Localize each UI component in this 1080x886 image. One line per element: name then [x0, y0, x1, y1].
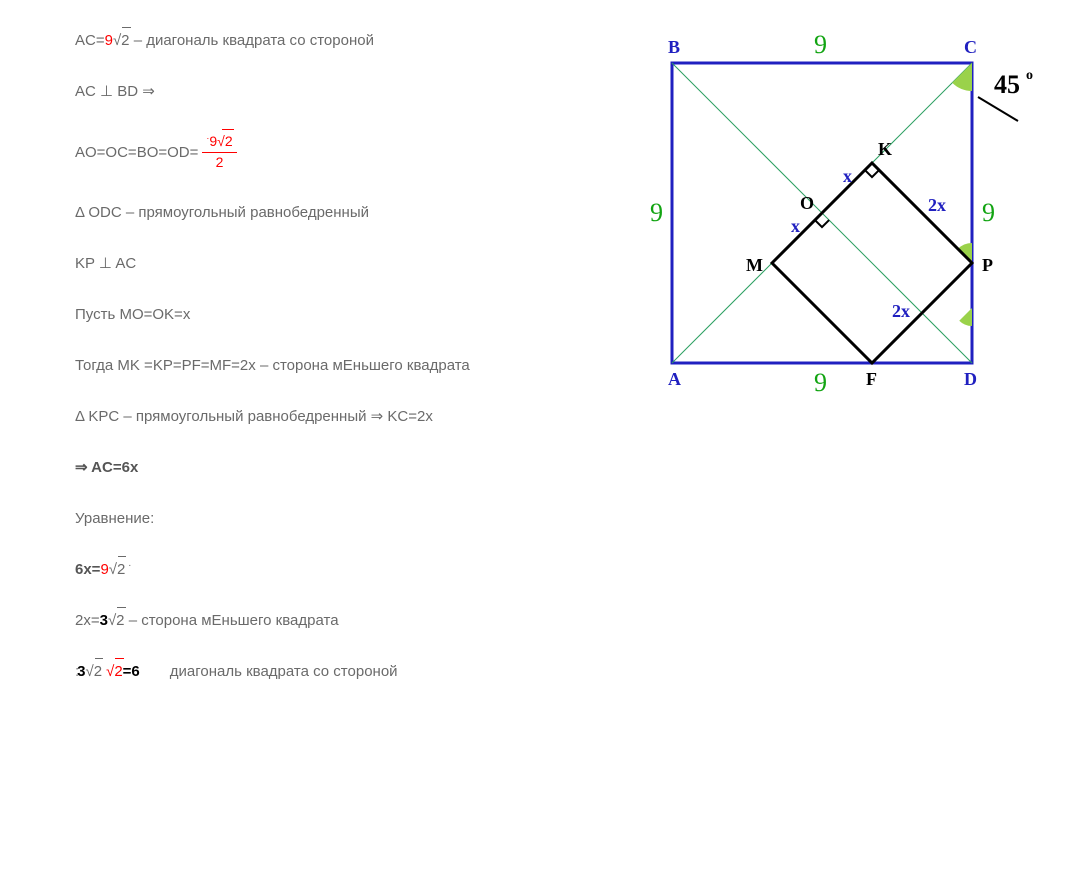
svg-text:B: B [668, 37, 680, 57]
line-7: Тогда MK =KP=PF=MF=2x – сторона мEньшего… [75, 355, 595, 376]
svg-text:9: 9 [814, 368, 827, 397]
sqrt2: √2 [108, 612, 125, 629]
val-9: 9 [100, 561, 108, 578]
svg-text:K: K [878, 139, 892, 159]
text: Δ KPC – прямоугольный равнобедренный ⇒ K… [75, 408, 433, 425]
val-3: 3 [100, 612, 108, 629]
sqrt2: √2 [113, 32, 130, 49]
line-12: 2x=3√2 – сторона мEньшего квадрата [75, 610, 595, 631]
svg-text:P: P [982, 255, 993, 275]
svg-text:A: A [668, 369, 681, 389]
line-8: Δ KPC – прямоугольный равнобедренный ⇒ K… [75, 406, 595, 427]
svg-text:o: o [1026, 68, 1033, 83]
svg-text:x: x [843, 166, 852, 186]
svg-text:x: x [791, 216, 800, 236]
text: AC= [75, 32, 105, 49]
line-3: AO=OC=BO=OD= ·9√2 2 [75, 132, 595, 172]
text: диагональ квадрата со стороной [170, 661, 398, 682]
text: Уравнение: [75, 510, 154, 527]
val-9: 9 [105, 32, 113, 49]
sqrt2-red: √2 [106, 661, 123, 682]
sqrt2: √2 [109, 561, 126, 578]
line-13: :3√2√2 =6 диагональ квадрата со стороной [75, 661, 595, 682]
svg-text:9: 9 [650, 198, 663, 227]
text: – диагональ квадрата со стороной [130, 32, 374, 49]
text: Тогда MK =KP=PF=MF=2x – сторона мEньшего… [75, 357, 470, 374]
text: 2x= [75, 612, 100, 629]
text: Δ ODC – прямоугольный равнобедренный [75, 204, 369, 221]
text: Пусть MO=OK=x [75, 306, 190, 323]
svg-text:9: 9 [814, 30, 827, 59]
svg-text:D: D [964, 369, 977, 389]
text: AO=OC=BO=OD= [75, 142, 198, 163]
svg-text:C: C [964, 37, 977, 57]
svg-text:F: F [866, 369, 877, 389]
svg-text:9: 9 [982, 198, 995, 227]
text: 6x= [75, 561, 100, 578]
text: – сторона мEньшего квадрата [125, 612, 339, 629]
svg-text:M: M [746, 255, 763, 275]
text: AC ⊥ BD ⇒ [75, 83, 155, 100]
eq6: =6 [123, 661, 140, 682]
line-9: ⇒ AC=6x [75, 457, 595, 478]
line-1: AC=9√2 – диагональ квадрата со стороной [75, 30, 595, 51]
line-2: AC ⊥ BD ⇒ [75, 81, 595, 102]
line-4: Δ ODC – прямоугольный равнобедренный [75, 202, 595, 223]
svg-text:2x: 2x [892, 301, 910, 321]
math-solution-text: AC=9√2 – диагональ квадрата со стороной … [75, 30, 595, 712]
fraction: ·9√2 2 [202, 132, 236, 172]
val-3: 3 [77, 661, 85, 682]
line-6: Пусть MO=OK=x [75, 304, 595, 325]
geometry-diagram: B C A D 9 9 9 9 45 o K O M P Fx x 2x 2x [642, 28, 1052, 408]
svg-text:O: O [800, 193, 814, 213]
text: ⇒ AC=6x [75, 459, 138, 476]
line-10: Уравнение: [75, 508, 595, 529]
line-5: KP ⊥ AC [75, 253, 595, 274]
line-11: 6x=9√2 · [75, 559, 595, 580]
sqrt2: √2 [86, 661, 103, 682]
svg-text:2x: 2x [928, 195, 946, 215]
svg-text:45: 45 [994, 70, 1020, 99]
text: KP ⊥ AC [75, 255, 136, 272]
